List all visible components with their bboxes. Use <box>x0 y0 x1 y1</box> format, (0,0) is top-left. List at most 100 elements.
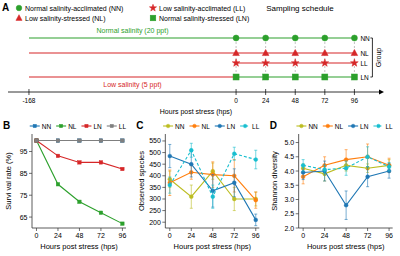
x-axis <box>165 228 259 229</box>
data-point <box>323 168 327 172</box>
tick-label: 550 <box>149 137 161 144</box>
sample-point <box>322 49 329 55</box>
data-point <box>232 152 236 156</box>
legend-item: Normal salinity-acclimated (NN) <box>16 5 123 13</box>
sample-point <box>292 35 298 41</box>
tick <box>296 199 299 200</box>
series <box>168 144 258 225</box>
tick-label: 96 <box>119 232 127 239</box>
legend-label: LN <box>93 123 102 130</box>
sample-guide <box>354 36 355 80</box>
tick <box>162 140 165 141</box>
tick <box>29 173 32 174</box>
error-bar <box>345 161 348 175</box>
tick-label: 24 <box>54 232 62 239</box>
sample-guide <box>324 36 325 80</box>
legend-marker <box>16 15 22 21</box>
legend-label: LL <box>252 123 260 130</box>
tick-label: 450 <box>149 161 161 168</box>
tick <box>100 228 101 231</box>
tick-label: 96 <box>252 232 260 239</box>
x-axis <box>32 228 126 229</box>
tick <box>212 228 213 231</box>
tick-label: 96 <box>351 97 359 104</box>
data-point <box>56 139 59 142</box>
schedule-row <box>29 74 357 80</box>
tick-label: -168 <box>22 97 35 104</box>
error-bar <box>233 147 236 160</box>
group-label: NL <box>360 50 369 57</box>
data-point <box>366 175 370 179</box>
timeline-axis <box>8 92 380 93</box>
tick <box>265 89 266 95</box>
axis-label: Observed species <box>137 151 146 211</box>
tick-label: 95 <box>20 148 28 155</box>
tick-label: 72 <box>230 232 238 239</box>
tick-label: 300 <box>149 195 161 202</box>
schedule-row <box>29 49 358 55</box>
tick-label: 3.5 <box>284 182 294 189</box>
sample-point <box>291 59 299 66</box>
legend-marker <box>33 124 36 127</box>
error-bar <box>345 150 348 170</box>
legend-item: Low salinity-acclimated (LL) <box>149 4 245 12</box>
legend: NNNLLNLL <box>296 123 393 130</box>
tick <box>324 89 325 95</box>
data-point <box>35 139 38 142</box>
tick-label: 85 <box>20 170 28 177</box>
tick <box>296 156 299 157</box>
tick <box>324 228 325 231</box>
tick <box>162 210 165 211</box>
panel: D2.02.53.03.54.04.55.0024487296Hours pos… <box>270 120 393 251</box>
sample-point <box>233 49 240 55</box>
error-bar <box>366 147 369 167</box>
sample-point <box>233 74 239 80</box>
tick <box>296 185 299 186</box>
data-point <box>99 161 102 164</box>
schedule-row <box>29 35 357 41</box>
tick <box>122 228 123 231</box>
legend: NNNLLNLL <box>163 123 260 130</box>
tick-label: 2.0 <box>284 225 294 232</box>
error-bar <box>254 214 257 226</box>
data-point <box>121 167 124 170</box>
legend-label: Low salinity-stressed (NL) <box>25 15 106 23</box>
tick-label: 250 <box>149 207 161 214</box>
series-line <box>36 141 122 224</box>
tick <box>29 151 32 152</box>
group-label: NN <box>360 35 370 42</box>
data-point <box>35 139 38 142</box>
legend-label: NN <box>42 123 52 130</box>
data-point <box>168 183 172 187</box>
legend-marker <box>16 5 22 11</box>
error-bar <box>302 160 305 171</box>
legend-label: Normal salinity-stressed (LN) <box>159 15 249 23</box>
sample-point <box>351 74 357 80</box>
error-bar <box>190 143 193 157</box>
legend-label: NL <box>335 123 344 130</box>
data-point <box>78 200 81 203</box>
sample-point <box>292 49 299 55</box>
legend-marker <box>149 4 156 11</box>
error-bar <box>388 158 391 172</box>
legend-label: LN <box>227 123 236 130</box>
data-point <box>366 155 370 159</box>
legend-label: NL <box>68 123 77 130</box>
annotation: Low salinity (5 ppt) <box>103 81 161 89</box>
tick <box>255 228 256 231</box>
legend-item: LN <box>348 123 369 130</box>
tick <box>234 228 235 231</box>
series <box>35 139 124 142</box>
tick <box>162 222 165 223</box>
data-point <box>99 139 102 142</box>
tick <box>36 228 37 231</box>
tick <box>162 198 165 199</box>
data-point <box>344 166 348 170</box>
sample-point <box>351 59 359 66</box>
axis-label: Hours post stress (hps) <box>174 242 252 251</box>
legend-marker <box>110 124 113 127</box>
annotation: Normal salinity (20 ppt) <box>97 27 169 35</box>
tick <box>79 228 80 231</box>
legend-item: LL <box>373 123 393 130</box>
acclimation-line <box>29 52 236 53</box>
